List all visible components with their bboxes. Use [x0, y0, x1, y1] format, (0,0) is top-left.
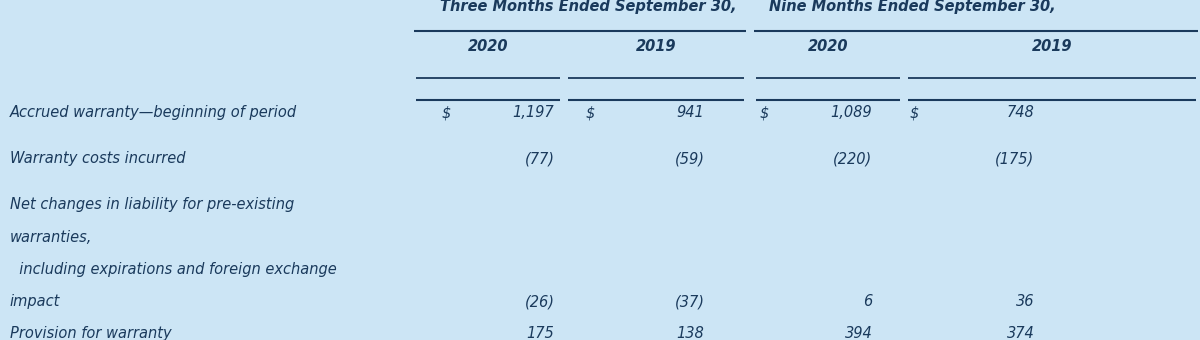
- Text: including expirations and foreign exchange: including expirations and foreign exchan…: [10, 262, 336, 277]
- Text: (26): (26): [524, 294, 554, 309]
- Text: (37): (37): [674, 294, 704, 309]
- Text: 2020: 2020: [468, 39, 509, 54]
- Text: 2019: 2019: [1032, 39, 1073, 54]
- Text: (77): (77): [524, 151, 554, 166]
- Text: 941: 941: [677, 105, 704, 120]
- Text: impact: impact: [10, 294, 60, 309]
- Text: warranties,: warranties,: [10, 230, 92, 244]
- Text: Nine Months Ended September 30,: Nine Months Ended September 30,: [769, 0, 1055, 14]
- Text: 2019: 2019: [636, 39, 676, 54]
- Text: (175): (175): [995, 151, 1034, 166]
- Text: $: $: [910, 105, 919, 120]
- Text: 748: 748: [1007, 105, 1034, 120]
- Text: Warranty costs incurred: Warranty costs incurred: [10, 151, 185, 166]
- Text: 138: 138: [677, 326, 704, 340]
- Text: (59): (59): [674, 151, 704, 166]
- Text: $: $: [442, 105, 451, 120]
- Text: 1,089: 1,089: [830, 105, 872, 120]
- Text: 1,197: 1,197: [512, 105, 554, 120]
- Text: Three Months Ended September 30,: Three Months Ended September 30,: [439, 0, 737, 14]
- Text: 175: 175: [527, 326, 554, 340]
- Text: Provision for warranty: Provision for warranty: [10, 326, 172, 340]
- Text: $: $: [760, 105, 769, 120]
- Text: Accrued warranty—beginning of period: Accrued warranty—beginning of period: [10, 105, 296, 120]
- Text: (220): (220): [833, 151, 872, 166]
- Text: 2020: 2020: [808, 39, 848, 54]
- Text: 394: 394: [845, 326, 872, 340]
- Text: 6: 6: [863, 294, 872, 309]
- Text: 36: 36: [1016, 294, 1034, 309]
- Text: $: $: [586, 105, 595, 120]
- Text: Net changes in liability for pre-existing: Net changes in liability for pre-existin…: [10, 197, 294, 212]
- Text: 374: 374: [1007, 326, 1034, 340]
